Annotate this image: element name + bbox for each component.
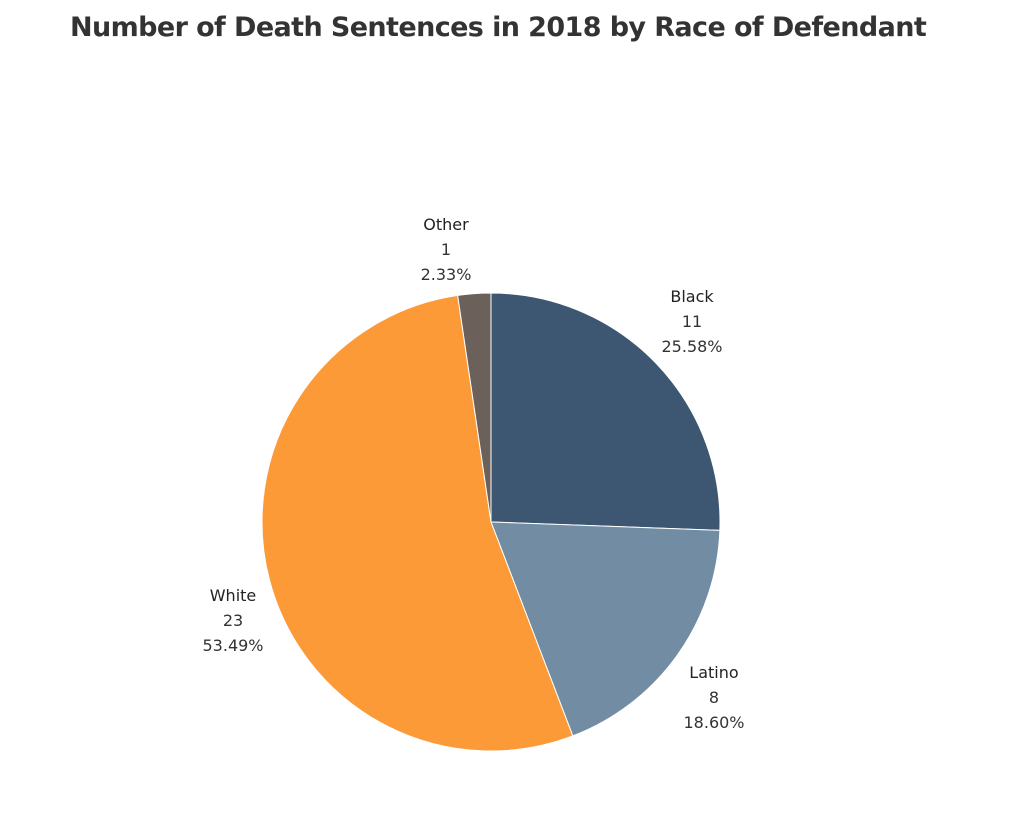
slice-label-latino-value: 8 [708, 688, 720, 707]
slice-label-black: Black 11 25.58% [661, 284, 722, 359]
slice-label-white: White 23 53.49% [202, 583, 263, 658]
slice-label-white-name: White [209, 586, 257, 605]
slice-label-black-value: 11 [681, 312, 703, 331]
slice-label-latino: Latino 8 18.60% [683, 660, 744, 735]
pie-slice-black [490, 292, 721, 531]
pie-slice-latino [490, 521, 721, 737]
slice-label-other: Other 1 2.33% [421, 212, 472, 287]
slice-label-latino-name: Latino [689, 663, 739, 682]
slice-label-other-value: 1 [440, 240, 452, 259]
slice-label-white-percent: 53.49% [202, 636, 264, 655]
slice-label-latino-percent: 18.60% [683, 713, 745, 732]
slice-label-other-percent: 2.33% [420, 265, 472, 284]
pie-slices [261, 292, 721, 752]
slice-label-black-percent: 25.58% [661, 337, 723, 356]
pie-slice-other [457, 292, 492, 523]
chart-title: Number of Death Sentences in 2018 by Rac… [70, 12, 927, 43]
pie-slice-white [261, 294, 574, 752]
slice-label-black-name: Black [670, 287, 714, 306]
slice-label-other-name: Other [423, 215, 469, 234]
slice-label-white-value: 23 [222, 611, 244, 630]
